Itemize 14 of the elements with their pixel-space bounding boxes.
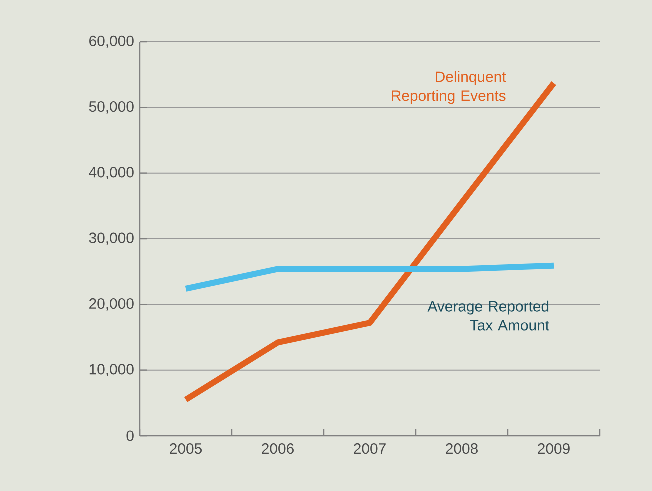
x-tick-label: 2005	[170, 444, 202, 454]
y-tick-label: 0	[126, 430, 134, 442]
series-label: Delinquent Reporting Events	[392, 71, 506, 104]
y-tick-label: 60,000	[90, 36, 134, 48]
y-tick-label: 10,000	[90, 364, 134, 376]
x-tick-label: 2006	[262, 444, 294, 454]
y-tick-label: 50,000	[89, 101, 134, 114]
x-tick-label: 2008	[446, 444, 478, 454]
y-tick-label: 20,000	[90, 298, 134, 311]
y-tick-label: 40,000	[89, 167, 134, 180]
x-tick-label: 2007	[354, 444, 386, 454]
text: Average Reported Tax Amount	[428, 300, 550, 331]
y-tick-label: 30,000	[89, 232, 134, 246]
x-tick-label: 2009	[538, 444, 570, 454]
